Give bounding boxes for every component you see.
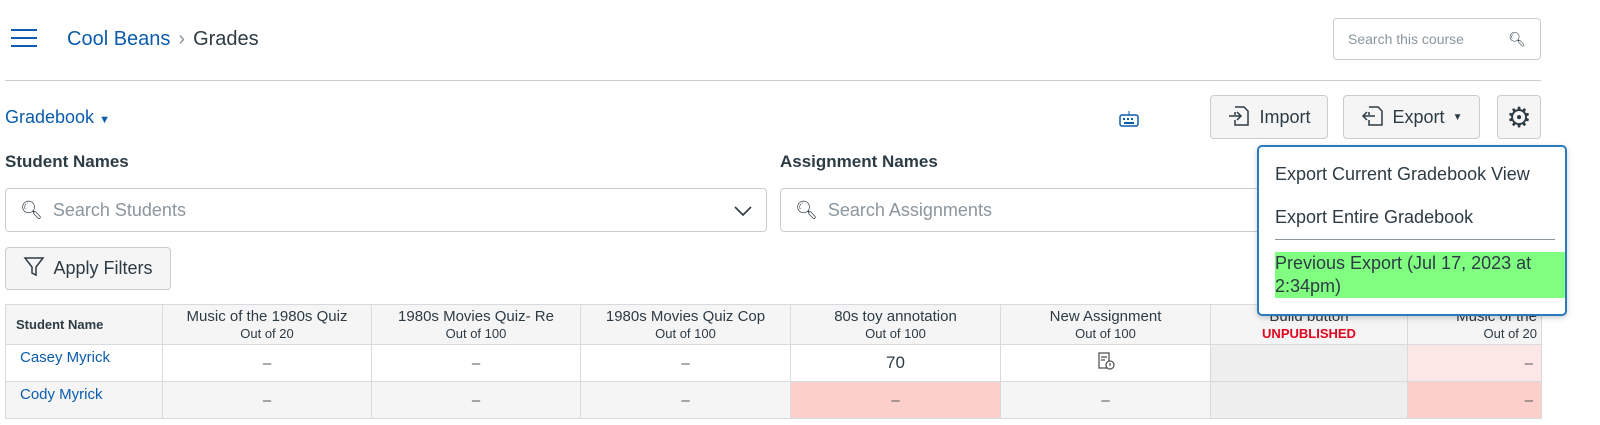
- caret-down-icon: ▼: [1452, 111, 1463, 123]
- breadcrumb-current: Grades: [193, 28, 259, 50]
- keyboard-icon[interactable]: [1119, 110, 1139, 133]
- settings-button[interactable]: ⚙: [1497, 95, 1541, 139]
- search-icon: 🔍︎: [795, 199, 818, 220]
- points-possible: Out of 20: [240, 325, 294, 341]
- menu-item-export-current-view[interactable]: Export Current Gradebook View: [1275, 164, 1530, 184]
- menu-item-export-entire-gradebook[interactable]: Export Entire Gradebook: [1275, 207, 1474, 227]
- breadcrumb-course-link[interactable]: Cool Beans: [67, 28, 171, 50]
- search-assignments-placeholder: Search Assignments: [827, 199, 992, 220]
- hamburger-menu-icon[interactable]: [9, 26, 39, 50]
- search-students-input[interactable]: 🔍︎ Search Students: [5, 188, 767, 232]
- grade-cell[interactable]: [1210, 381, 1408, 419]
- grade-cell[interactable]: 70: [790, 344, 1001, 382]
- search-assignments-input[interactable]: 🔍︎ Search Assignments: [780, 188, 1260, 232]
- points-possible: Out of 100: [655, 325, 716, 341]
- points-possible: Out of 100: [1075, 325, 1136, 341]
- student-name-link[interactable]: Cody Myrick: [20, 386, 103, 403]
- grade-cell[interactable]: –: [371, 381, 581, 419]
- student-name-link[interactable]: Casey Myrick: [20, 349, 111, 366]
- grade-cell[interactable]: –: [1407, 381, 1542, 419]
- assignment-header[interactable]: New Assignment Out of 100: [1000, 304, 1211, 345]
- submitted-unsubmitted-icon: [1096, 352, 1116, 375]
- assignment-title: 1980s Movies Quiz- Re: [398, 307, 554, 325]
- assignment-header[interactable]: Music of the 1980s Quiz Out of 20: [162, 304, 372, 345]
- grade-cell[interactable]: –: [790, 381, 1001, 419]
- breadcrumb: Cool Beans › Grades: [67, 28, 259, 51]
- gear-icon: ⚙: [1506, 101, 1532, 133]
- header-divider: [5, 80, 1541, 81]
- search-icon: 🔍︎: [1508, 30, 1526, 47]
- points-possible: Out of 100: [865, 325, 926, 341]
- assignment-title: Music of the 1980s Quiz: [186, 307, 348, 325]
- gradebook-menu[interactable]: Gradebook ▼: [5, 107, 110, 127]
- student-name-header[interactable]: Student Name: [5, 304, 163, 345]
- assignment-title: New Assignment: [1049, 307, 1162, 325]
- grade-cell[interactable]: [1210, 344, 1408, 382]
- assignment-title: 1980s Movies Quiz Cop: [605, 307, 766, 325]
- points-possible: Out of 20: [1483, 325, 1537, 341]
- filter-icon: [23, 255, 46, 282]
- export-button[interactable]: Export ▼: [1343, 95, 1480, 139]
- export-label: Export: [1392, 106, 1445, 127]
- menu-divider: [1275, 239, 1555, 240]
- grade-cell[interactable]: –: [580, 381, 791, 419]
- chevron-down-icon: [734, 200, 752, 221]
- menu-item-previous-export[interactable]: Previous Export (Jul 17, 2023 at 2:34pm): [1275, 252, 1565, 298]
- table-row: Cody Myrick – – – – – –: [5, 381, 1542, 419]
- grade-cell[interactable]: –: [162, 381, 372, 419]
- points-possible: Out of 100: [445, 325, 507, 341]
- grade-cell[interactable]: [1000, 344, 1211, 382]
- unpublished-badge: UNPUBLISHED: [1262, 325, 1356, 341]
- assignment-header[interactable]: 80s toy annotation Out of 100: [790, 304, 1001, 345]
- import-icon: [1227, 103, 1251, 132]
- assignment-header[interactable]: 1980s Movies Quiz- Re Out of 100: [371, 304, 581, 345]
- grade-cell[interactable]: –: [1407, 344, 1542, 382]
- apply-filters-button[interactable]: Apply Filters: [5, 247, 171, 290]
- breadcrumb-separator: ›: [178, 28, 186, 50]
- export-icon: [1361, 103, 1385, 132]
- course-search-input[interactable]: Search this course 🔍︎: [1333, 18, 1541, 60]
- assignment-title: 80s toy annotation: [834, 307, 957, 325]
- import-label: Import: [1259, 106, 1311, 127]
- gradebook-table: Student Name Music of the 1980s Quiz Out …: [5, 304, 1542, 419]
- import-button[interactable]: Import: [1210, 95, 1328, 139]
- assignment-names-label: Assignment Names: [780, 152, 938, 171]
- table-row: Casey Myrick – – – 70 –: [5, 344, 1542, 382]
- caret-down-icon: ▼: [99, 114, 110, 126]
- grade-cell[interactable]: –: [580, 344, 791, 382]
- apply-filters-label: Apply Filters: [53, 258, 153, 278]
- grade-cell[interactable]: –: [162, 344, 372, 382]
- student-names-label: Student Names: [5, 152, 129, 171]
- assignment-header[interactable]: 1980s Movies Quiz Cop Out of 100: [580, 304, 791, 345]
- export-dropdown-menu: Export Current Gradebook View Export Ent…: [1257, 145, 1567, 316]
- search-icon: 🔍︎: [20, 199, 43, 220]
- grade-cell[interactable]: –: [371, 344, 581, 382]
- grade-cell[interactable]: –: [1000, 381, 1211, 419]
- search-placeholder: Search this course: [1348, 31, 1464, 47]
- search-students-placeholder: Search Students: [52, 199, 186, 220]
